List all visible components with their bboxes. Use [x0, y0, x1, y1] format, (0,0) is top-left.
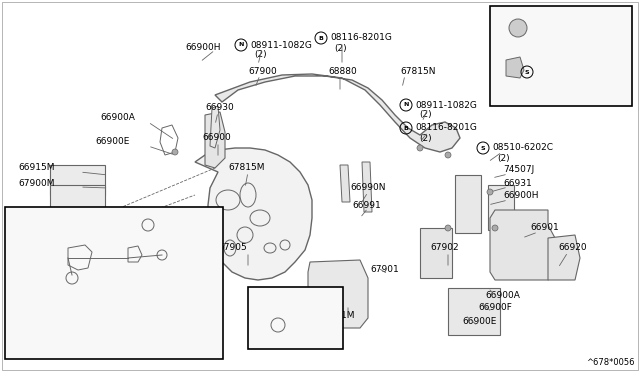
Text: ^678*0056: ^678*0056: [586, 358, 635, 367]
Polygon shape: [362, 162, 372, 212]
Text: 66991: 66991: [352, 201, 381, 209]
Text: 08116-8201G: 08116-8201G: [415, 124, 477, 132]
Text: 27695: 27695: [148, 321, 177, 330]
Text: 27691: 27691: [68, 336, 97, 344]
Bar: [248, 287, 343, 349]
Text: 66930: 66930: [205, 103, 234, 112]
Bar: [5, 207, 223, 359]
Text: 66900B: 66900B: [547, 20, 582, 29]
Polygon shape: [490, 210, 555, 280]
Text: 08116-8201G: 08116-8201G: [330, 33, 392, 42]
Circle shape: [172, 149, 178, 155]
Bar: [50, 185, 105, 207]
Text: 67902: 67902: [430, 244, 459, 253]
Text: 08911-1082G: 08911-1082G: [415, 100, 477, 109]
Text: 67905: 67905: [218, 244, 247, 253]
Text: 66900H: 66900H: [185, 42, 221, 51]
Text: 74507J: 74507J: [503, 166, 534, 174]
Text: 67901: 67901: [370, 266, 399, 275]
Circle shape: [445, 152, 451, 158]
Text: 08520-52008: 08520-52008: [536, 67, 596, 77]
Text: GLL: GLL: [254, 289, 273, 298]
Text: 27694A: 27694A: [108, 336, 143, 344]
Text: 67815N: 67815N: [400, 67, 435, 77]
Text: 67900M: 67900M: [18, 179, 54, 187]
Text: N: N: [238, 42, 244, 48]
Text: S: S: [481, 145, 485, 151]
Polygon shape: [210, 106, 220, 148]
Text: 27692: 27692: [10, 280, 38, 289]
Polygon shape: [548, 235, 580, 280]
Bar: [488, 185, 514, 230]
Text: 66931: 66931: [503, 179, 532, 187]
Polygon shape: [195, 148, 312, 280]
Bar: [455, 175, 481, 233]
Polygon shape: [340, 165, 350, 202]
Circle shape: [487, 189, 493, 195]
Text: 66902: 66902: [261, 326, 290, 334]
Bar: [490, 6, 632, 106]
Text: 66990N: 66990N: [350, 183, 385, 192]
Text: 08911-1082G: 08911-1082G: [250, 41, 312, 49]
Polygon shape: [215, 74, 460, 152]
Text: (2): (2): [419, 110, 431, 119]
Text: S: S: [525, 70, 529, 74]
Text: N: N: [403, 103, 409, 108]
Text: 66901: 66901: [530, 224, 559, 232]
Text: (2): (2): [497, 154, 509, 163]
Text: (2): (2): [541, 77, 554, 87]
Text: 27692A: 27692A: [10, 259, 45, 267]
Text: 66900F: 66900F: [478, 304, 512, 312]
Bar: [50, 165, 105, 195]
Circle shape: [445, 225, 451, 231]
Polygon shape: [506, 57, 524, 78]
Text: (2): (2): [334, 44, 347, 52]
Circle shape: [417, 145, 423, 151]
Text: CAN(SF): CAN(SF): [10, 208, 52, 218]
Text: 66920: 66920: [558, 244, 587, 253]
Text: 66900E: 66900E: [95, 138, 129, 147]
Text: B: B: [404, 125, 408, 131]
Text: (2): (2): [419, 134, 431, 142]
Text: 08510-6202C: 08510-6202C: [492, 144, 553, 153]
Text: 66900A: 66900A: [485, 291, 520, 299]
Text: 67815M: 67815M: [228, 164, 264, 173]
Text: B: B: [319, 35, 323, 41]
Text: (2): (2): [254, 51, 267, 60]
Text: 66915M: 66915M: [18, 164, 54, 173]
Text: 66900: 66900: [202, 134, 231, 142]
Circle shape: [492, 225, 498, 231]
Text: 67901M: 67901M: [318, 311, 355, 320]
Text: 66902M: 66902M: [128, 208, 164, 218]
Text: 67900: 67900: [248, 67, 276, 77]
Polygon shape: [448, 288, 500, 335]
Polygon shape: [308, 260, 368, 328]
Circle shape: [509, 19, 527, 37]
Polygon shape: [420, 228, 452, 278]
Text: 68880: 68880: [328, 67, 356, 77]
Text: 66900H: 66900H: [503, 192, 538, 201]
Text: 66900E: 66900E: [462, 317, 497, 327]
Text: 66900A: 66900A: [100, 113, 135, 122]
Polygon shape: [205, 112, 225, 168]
